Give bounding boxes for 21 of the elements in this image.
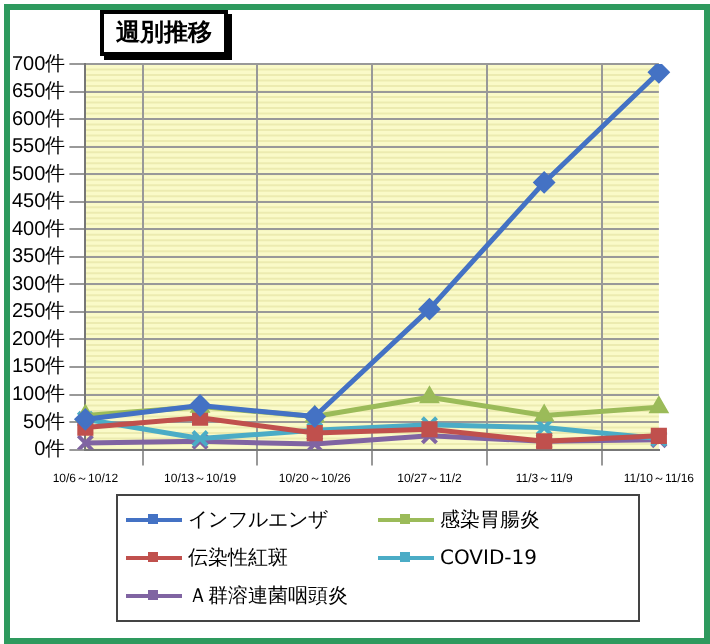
y-tick-label: 700件 [11,53,66,76]
y-tick-label: 650件 [11,81,66,104]
y-tick-label: 150件 [11,356,66,379]
y-tick-label: 350件 [11,246,66,269]
legend-label: 伝染性紅斑 [188,545,288,572]
legend-label: COVID-19 [440,547,538,569]
y-tick-label: 500件 [11,163,66,186]
legend-label: Ａ群溶連菌咽頭炎 [188,583,348,610]
y-tick-label: 300件 [11,273,66,296]
chart-title: 週別推移 [100,10,228,56]
y-tick-label: 250件 [11,301,66,324]
y-tick-label: 200件 [11,328,66,351]
y-tick-label: 400件 [11,218,66,241]
y-tick-label: 550件 [11,136,66,159]
legend-label: 感染胃腸炎 [440,507,540,534]
legend-label: インフルエンザ [188,508,328,534]
y-tick-label: 0件 [34,439,66,462]
y-tick-label: 50件 [23,411,66,434]
y-tick-label: 600件 [11,108,66,131]
y-tick-label: 450件 [11,191,66,214]
y-tick-label: 100件 [11,384,66,407]
